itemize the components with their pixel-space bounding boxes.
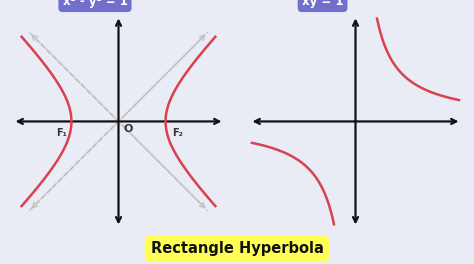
Text: x² - y² = 1: x² - y² = 1: [63, 0, 128, 8]
Text: O: O: [123, 124, 133, 134]
Text: xy = 1: xy = 1: [302, 0, 343, 8]
Text: F₁: F₁: [56, 129, 67, 139]
Text: F₂: F₂: [172, 129, 183, 139]
Text: Rectangle Hyperbola: Rectangle Hyperbola: [151, 241, 323, 256]
